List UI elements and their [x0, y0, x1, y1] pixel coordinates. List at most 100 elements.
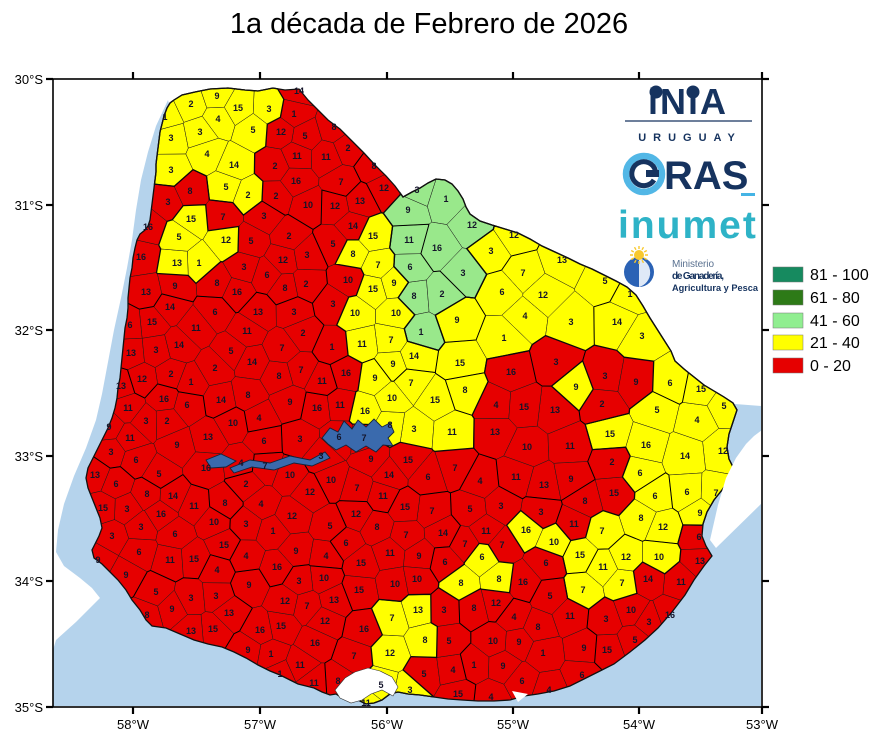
- svg-text:6: 6: [343, 538, 348, 548]
- svg-text:3: 3: [538, 507, 543, 517]
- svg-text:5: 5: [632, 635, 637, 645]
- svg-text:11: 11: [292, 151, 302, 161]
- svg-text:11: 11: [565, 441, 575, 451]
- svg-text:3: 3: [488, 246, 493, 256]
- svg-text:7: 7: [619, 578, 624, 588]
- svg-text:9: 9: [391, 278, 396, 288]
- svg-text:8: 8: [222, 498, 227, 508]
- svg-text:3: 3: [297, 434, 302, 444]
- svg-text:15: 15: [519, 402, 529, 412]
- svg-text:13: 13: [224, 608, 234, 618]
- svg-text:5: 5: [153, 587, 158, 597]
- svg-text:10: 10: [343, 275, 353, 285]
- svg-text:8: 8: [462, 385, 467, 395]
- svg-text:1: 1: [627, 289, 632, 299]
- svg-text:12: 12: [305, 487, 315, 497]
- svg-text:5: 5: [223, 182, 228, 192]
- svg-text:7: 7: [354, 483, 359, 493]
- svg-text:1: 1: [291, 109, 296, 119]
- svg-text:2: 2: [272, 161, 277, 171]
- svg-text:6: 6: [172, 529, 177, 539]
- svg-text:15: 15: [602, 645, 612, 655]
- svg-text:9: 9: [516, 637, 521, 647]
- svg-text:5: 5: [654, 405, 659, 415]
- svg-text:0 - 20: 0 - 20: [810, 358, 851, 375]
- svg-text:8: 8: [582, 496, 587, 506]
- svg-text:7: 7: [408, 378, 413, 388]
- svg-text:15: 15: [208, 624, 218, 634]
- svg-text:2: 2: [273, 191, 278, 201]
- svg-text:3: 3: [168, 165, 173, 175]
- svg-text:7: 7: [389, 613, 394, 623]
- svg-text:8: 8: [276, 371, 281, 381]
- svg-text:12: 12: [491, 598, 501, 608]
- svg-text:1: 1: [540, 648, 545, 658]
- svg-text:1: 1: [270, 526, 275, 536]
- svg-text:13: 13: [550, 405, 560, 415]
- svg-text:12: 12: [658, 522, 668, 532]
- svg-text:13: 13: [116, 381, 126, 391]
- svg-text:7: 7: [429, 506, 434, 516]
- svg-text:15: 15: [400, 502, 410, 512]
- svg-text:6: 6: [261, 436, 266, 446]
- svg-text:2: 2: [164, 416, 169, 426]
- svg-text:7: 7: [599, 526, 604, 536]
- svg-text:55°W: 55°W: [497, 717, 530, 732]
- svg-text:16: 16: [641, 440, 651, 450]
- svg-text:5: 5: [327, 521, 332, 531]
- svg-text:12: 12: [467, 220, 477, 230]
- svg-text:7: 7: [338, 177, 343, 187]
- svg-text:15: 15: [147, 317, 157, 327]
- svg-text:12: 12: [137, 374, 147, 384]
- svg-text:13: 13: [141, 287, 151, 297]
- svg-text:7: 7: [220, 212, 225, 222]
- svg-text:8: 8: [471, 603, 476, 613]
- svg-text:2: 2: [188, 99, 193, 109]
- svg-text:6: 6: [479, 552, 484, 562]
- svg-text:11: 11: [569, 519, 579, 529]
- svg-text:15: 15: [575, 550, 585, 560]
- svg-text:30°S: 30°S: [15, 72, 44, 87]
- svg-text:14: 14: [229, 160, 239, 170]
- svg-text:1: 1: [277, 669, 282, 679]
- svg-text:15: 15: [453, 689, 463, 699]
- svg-text:12: 12: [538, 290, 548, 300]
- svg-text:6: 6: [113, 479, 118, 489]
- svg-text:15: 15: [403, 455, 413, 465]
- svg-text:3: 3: [603, 614, 608, 624]
- svg-text:9: 9: [573, 382, 578, 392]
- svg-text:8: 8: [335, 676, 340, 686]
- svg-text:3: 3: [213, 591, 218, 601]
- svg-text:16: 16: [143, 222, 153, 232]
- svg-text:15: 15: [186, 214, 196, 224]
- svg-text:3: 3: [602, 371, 607, 381]
- svg-text:12: 12: [351, 509, 361, 519]
- svg-text:7: 7: [499, 540, 504, 550]
- svg-text:16: 16: [359, 624, 369, 634]
- svg-text:3: 3: [498, 501, 503, 511]
- svg-text:14: 14: [174, 340, 184, 350]
- svg-text:11: 11: [357, 339, 367, 349]
- svg-text:15: 15: [189, 554, 199, 564]
- svg-text:6: 6: [579, 670, 584, 680]
- svg-text:3: 3: [108, 447, 113, 457]
- svg-text:16: 16: [360, 406, 370, 416]
- svg-text:2: 2: [245, 190, 250, 200]
- svg-text:16: 16: [232, 287, 242, 297]
- svg-text:4: 4: [214, 565, 219, 575]
- svg-text:10: 10: [228, 418, 238, 428]
- svg-text:12: 12: [509, 230, 519, 240]
- svg-text:15: 15: [696, 384, 706, 394]
- svg-text:16: 16: [159, 394, 169, 404]
- svg-text:2: 2: [243, 479, 248, 489]
- svg-text:6: 6: [184, 400, 189, 410]
- svg-text:12: 12: [330, 201, 340, 211]
- svg-text:32°S: 32°S: [15, 323, 44, 338]
- svg-text:61 - 80: 61 - 80: [810, 290, 860, 307]
- svg-text:8: 8: [144, 610, 149, 620]
- svg-text:iNiA: iNiA: [648, 81, 728, 122]
- svg-text:3: 3: [411, 424, 416, 434]
- svg-text:9: 9: [405, 205, 410, 215]
- svg-text:3: 3: [460, 268, 465, 278]
- svg-text:8: 8: [371, 161, 376, 171]
